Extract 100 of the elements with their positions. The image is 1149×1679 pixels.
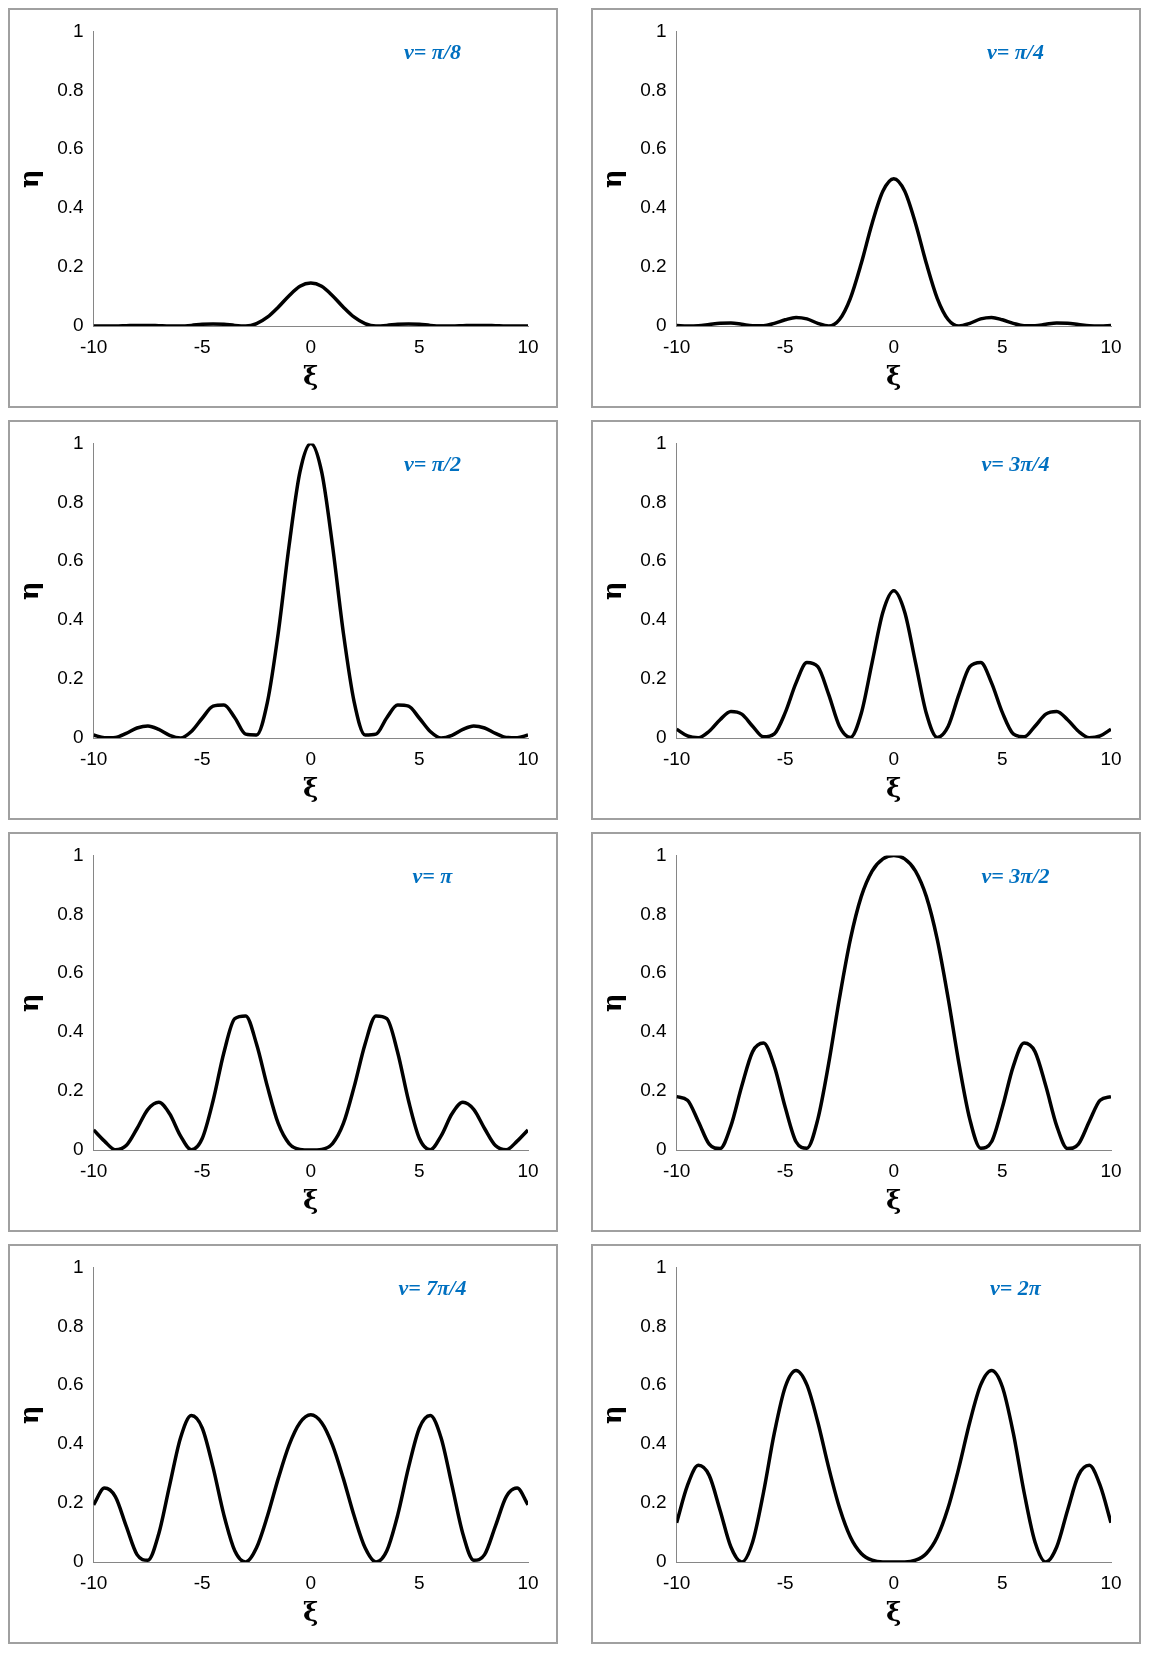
y-tick-label: 0	[73, 314, 84, 336]
y-tick-label: 0.2	[640, 1079, 667, 1101]
chart-title: ν= π/2	[403, 451, 461, 477]
y-tick-label: 0.4	[640, 1432, 668, 1454]
y-tick-label: 0.4	[57, 608, 85, 630]
x-tick-label: -5	[776, 335, 794, 357]
x-tick-label: 0	[305, 335, 317, 357]
line-series	[676, 855, 1111, 1150]
x-axis-title: ξ	[886, 773, 902, 804]
chart-title: ν= π/8	[403, 39, 461, 65]
y-tick-label: 1	[656, 1255, 667, 1277]
y-tick-label: 0.6	[640, 549, 667, 571]
chart-title: ν= π	[412, 863, 454, 889]
x-tick-label: -10	[79, 747, 108, 769]
x-axis-title: ξ	[886, 1185, 902, 1216]
y-tick-label: 0	[73, 1550, 84, 1572]
y-tick-label: 0.6	[640, 137, 667, 159]
y-tick-label: 0.6	[640, 961, 667, 983]
y-tick-label: 0.2	[640, 255, 667, 277]
x-tick-label: 0	[888, 1571, 900, 1593]
y-tick-label: 0.8	[57, 902, 84, 924]
y-axis-title: η	[14, 169, 45, 189]
x-tick-label: 0	[888, 747, 900, 769]
x-tick-label: -10	[662, 1571, 691, 1593]
x-tick-label: -5	[193, 1571, 211, 1593]
y-tick-label: 0.4	[57, 1432, 85, 1454]
y-tick-label: 0.2	[640, 1491, 667, 1513]
x-tick-label: 5	[997, 747, 1008, 769]
x-tick-label: 0	[888, 1159, 900, 1181]
x-axis-title: ξ	[303, 1597, 319, 1628]
y-tick-label: 0.4	[640, 608, 668, 630]
y-tick-label: 1	[73, 19, 84, 41]
x-tick-label: 10	[517, 747, 539, 769]
y-tick-label: 0.4	[640, 196, 668, 218]
y-tick-label: 0.4	[57, 1020, 85, 1042]
x-axis-title: ξ	[303, 361, 319, 392]
y-tick-label: 0.6	[57, 1373, 84, 1395]
chart-title: ν= 7π/4	[398, 1275, 467, 1301]
x-tick-label: 0	[305, 747, 317, 769]
y-tick-label: 1	[656, 19, 667, 41]
x-axis-title: ξ	[886, 1597, 902, 1628]
y-tick-label: 1	[656, 431, 667, 453]
y-tick-label: 1	[656, 843, 667, 865]
y-tick-label: 0	[73, 726, 84, 748]
y-tick-label: 0	[656, 726, 667, 748]
y-tick-label: 0	[73, 1138, 84, 1160]
x-tick-label: 0	[305, 1159, 317, 1181]
y-axis-title: η	[597, 169, 628, 189]
y-axis-title: η	[597, 1405, 628, 1425]
x-axis-title: ξ	[303, 773, 319, 804]
x-tick-label: 5	[997, 335, 1008, 357]
x-tick-label: -5	[193, 747, 211, 769]
x-tick-label: 10	[1100, 335, 1122, 357]
x-tick-label: -5	[193, 1159, 211, 1181]
x-tick-label: 10	[1100, 1159, 1122, 1181]
y-tick-label: 0.8	[57, 490, 84, 512]
y-axis-title: η	[14, 993, 45, 1013]
chart-title: ν= 2π	[990, 1275, 1042, 1301]
y-tick-label: 0.8	[57, 78, 84, 100]
y-tick-label: 0.2	[640, 667, 667, 689]
x-tick-label: 5	[414, 335, 425, 357]
y-tick-label: 0.2	[57, 1491, 84, 1513]
x-tick-label: 5	[414, 1571, 425, 1593]
x-axis-title: ξ	[886, 361, 902, 392]
y-tick-label: 0.2	[57, 255, 84, 277]
x-tick-label: 5	[997, 1571, 1008, 1593]
y-axis-title: η	[597, 993, 628, 1013]
y-tick-label: 0.8	[640, 1314, 667, 1336]
x-tick-label: 10	[1100, 1571, 1122, 1593]
line-series	[93, 443, 528, 738]
y-tick-label: 0.8	[640, 78, 667, 100]
chart-title: ν= 3π/4	[981, 451, 1050, 477]
y-tick-label: 0.8	[640, 490, 667, 512]
x-tick-label: -10	[79, 335, 108, 357]
x-tick-label: -5	[776, 1571, 794, 1593]
x-tick-label: -10	[662, 1159, 691, 1181]
x-tick-label: -5	[193, 335, 211, 357]
y-tick-label: 1	[73, 431, 84, 453]
y-tick-label: 0.6	[57, 961, 84, 983]
y-axis-title: η	[14, 581, 45, 601]
y-tick-label: 0.6	[57, 137, 84, 159]
x-tick-label: -10	[79, 1571, 108, 1593]
y-tick-label: 0.2	[57, 667, 84, 689]
x-tick-label: 10	[517, 1571, 539, 1593]
y-tick-label: 0.6	[640, 1373, 667, 1395]
y-tick-label: 0.2	[57, 1079, 84, 1101]
y-axis-title: η	[14, 1405, 45, 1425]
y-tick-label: 1	[73, 843, 84, 865]
x-tick-label: 10	[517, 1159, 539, 1181]
x-tick-label: -10	[662, 335, 691, 357]
y-tick-label: 1	[73, 1255, 84, 1277]
x-tick-label: -5	[776, 1159, 794, 1181]
y-tick-label: 0	[656, 1550, 667, 1572]
y-tick-label: 0	[656, 314, 667, 336]
x-tick-label: -10	[79, 1159, 108, 1181]
y-tick-label: 0.4	[640, 1020, 668, 1042]
y-axis-title: η	[597, 581, 628, 601]
y-tick-label: 0.8	[57, 1314, 84, 1336]
chart-title: ν= 3π/2	[981, 863, 1050, 889]
x-tick-label: 0	[888, 335, 900, 357]
